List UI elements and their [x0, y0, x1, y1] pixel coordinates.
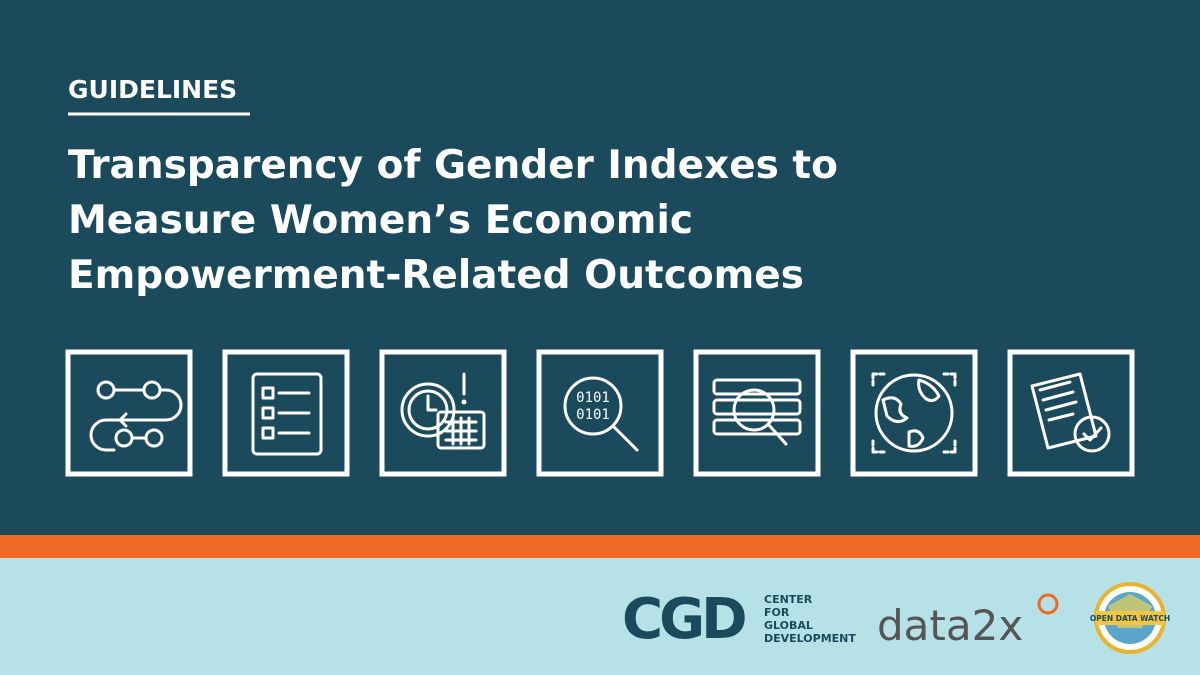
title-line: Measure Women’s Economic: [68, 198, 693, 243]
cgd-text: FOR: [764, 606, 790, 619]
odw-logo: OPEN DATA WATCH: [1090, 582, 1170, 654]
label: GUIDELINES: [68, 75, 237, 104]
odw-text: OPEN DATA WATCH: [1090, 614, 1170, 623]
bottom-panel: [0, 558, 1200, 675]
icons: 0101 0101: [65, 349, 1135, 477]
svg-text:0101: 0101: [576, 390, 610, 406]
stripe: [0, 535, 1200, 558]
cgd-text: DEVELOPMENT: [764, 632, 856, 645]
data2x-logo: data2x: [877, 593, 1059, 650]
data2x-text: data2x: [877, 601, 1023, 650]
top-panel: [0, 0, 1200, 535]
icon-globe: [850, 349, 978, 477]
cgd-text: GLOBAL: [764, 619, 813, 632]
title-line: Empowerment-Related Outcomes: [68, 253, 804, 298]
cgd-text: CENTER: [764, 593, 813, 606]
icon-clock-calendar: [379, 349, 507, 477]
cgd-logo: CGD CENTER FOR GLOBAL DEVELOPMENT: [622, 587, 856, 652]
icon-flow: [65, 349, 193, 477]
title-line: Transparency of Gender Indexes to: [68, 143, 838, 188]
icon-checklist: [222, 349, 350, 477]
icon-documents-check: [1007, 349, 1135, 477]
icon-server-search: [693, 349, 821, 477]
cgd-mark: CGD: [622, 587, 745, 652]
svg-text:0101: 0101: [576, 407, 610, 423]
icon-binary-search: 0101 0101: [536, 349, 664, 477]
